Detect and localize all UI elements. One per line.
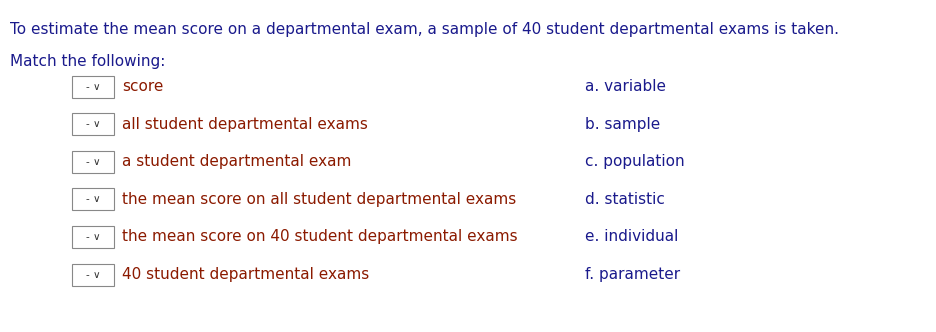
FancyBboxPatch shape — [72, 151, 114, 173]
FancyBboxPatch shape — [72, 76, 114, 98]
FancyBboxPatch shape — [72, 226, 114, 248]
Text: the mean score on all student departmental exams: the mean score on all student department… — [122, 192, 516, 207]
Text: 40 student departmental exams: 40 student departmental exams — [122, 267, 369, 282]
Text: - ∨: - ∨ — [85, 195, 100, 205]
FancyBboxPatch shape — [72, 189, 114, 210]
Text: a student departmental exam: a student departmental exam — [122, 154, 351, 170]
Text: - ∨: - ∨ — [85, 270, 100, 280]
FancyBboxPatch shape — [72, 264, 114, 286]
Text: - ∨: - ∨ — [85, 82, 100, 92]
Text: the mean score on 40 student departmental exams: the mean score on 40 student departmenta… — [122, 229, 517, 244]
Text: f. parameter: f. parameter — [584, 267, 680, 282]
Text: a. variable: a. variable — [584, 79, 665, 95]
Text: d. statistic: d. statistic — [584, 192, 665, 207]
Text: Match the following:: Match the following: — [10, 54, 165, 69]
Text: all student departmental exams: all student departmental exams — [122, 117, 368, 132]
Text: - ∨: - ∨ — [85, 120, 100, 129]
Text: score: score — [122, 79, 163, 95]
FancyBboxPatch shape — [72, 114, 114, 135]
Text: b. sample: b. sample — [584, 117, 660, 132]
Text: - ∨: - ∨ — [85, 157, 100, 167]
Text: c. population: c. population — [584, 154, 684, 170]
Text: e. individual: e. individual — [584, 229, 678, 244]
Text: To estimate the mean score on a departmental exam, a sample of 40 student depart: To estimate the mean score on a departme… — [10, 22, 838, 37]
Text: - ∨: - ∨ — [85, 232, 100, 242]
